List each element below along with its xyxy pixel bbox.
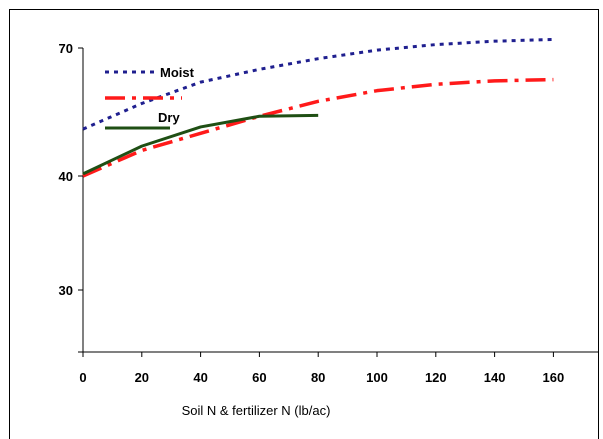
- legend-label-dry: Dry: [158, 110, 180, 125]
- x-tick-label: 140: [484, 370, 506, 385]
- x-tick-label: 40: [193, 370, 207, 385]
- x-axis-title: Soil N & fertilizer N (lb/ac): [182, 403, 331, 418]
- x-tick-label: 20: [135, 370, 149, 385]
- tick-labels: 304070020406080100120140160180: [59, 41, 565, 385]
- legend-label-moist: Moist: [160, 65, 195, 80]
- x-tick-label: 80: [311, 370, 325, 385]
- x-tick-label: 100: [366, 370, 388, 385]
- chart-frame: 304070020406080100120140160180 MoistDry …: [9, 9, 599, 439]
- line-chart: 304070020406080100120140160180 MoistDry …: [59, 37, 598, 418]
- series-line-unnamed: [82, 113, 319, 176]
- x-tick-label: 120: [425, 370, 447, 385]
- y-tick-label: 40: [59, 169, 73, 184]
- legend: Moist Dry: [105, 65, 195, 130]
- y-tick-label: 30: [59, 283, 73, 298]
- axes: [78, 47, 598, 357]
- x-tick-label: 0: [79, 370, 86, 385]
- series-line-dry: [82, 77, 554, 178]
- y-tick-label: 70: [59, 41, 73, 56]
- series-lines: [82, 37, 554, 178]
- x-tick-label: 60: [252, 370, 266, 385]
- x-tick-label: 160: [543, 370, 565, 385]
